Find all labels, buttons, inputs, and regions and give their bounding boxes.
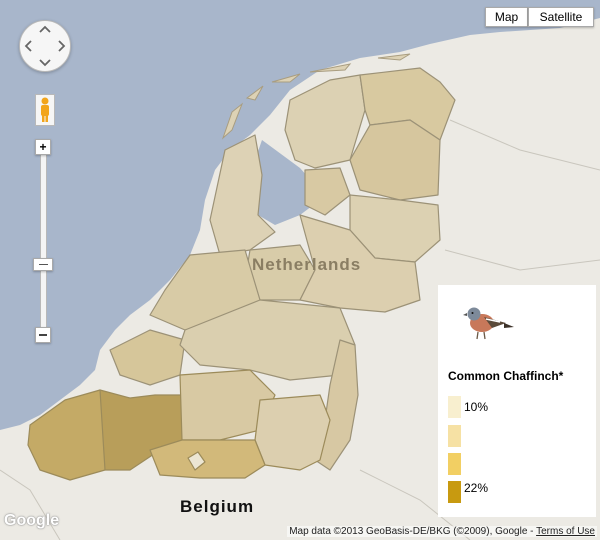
- legend-swatch-2: [448, 425, 461, 447]
- legend-swatch-3: [448, 453, 461, 475]
- legend-panel: Common Chaffinch* 10% 22%: [438, 285, 596, 517]
- map-attribution: Map data ©2013 GeoBasis-DE/BKG (©2009), …: [287, 526, 597, 537]
- zoom-in-button[interactable]: +: [35, 139, 51, 155]
- netherlands-label: Netherlands: [252, 255, 362, 274]
- zoom-track[interactable]: [40, 150, 47, 337]
- zoom-slider-handle[interactable]: [33, 258, 53, 271]
- attribution-text: Map data ©2013 GeoBasis-DE/BKG (©2009), …: [289, 526, 537, 537]
- legend-species-title: Common Chaffinch*: [448, 369, 564, 383]
- belgium-label: Belgium: [180, 497, 255, 516]
- pegman-icon: [41, 97, 49, 122]
- netherlands-provinces: [109, 67, 456, 471]
- north-sea: [0, 0, 600, 430]
- legend-label-max: 22%: [464, 481, 489, 495]
- region-limburg-be[interactable]: [254, 394, 331, 471]
- pan-control[interactable]: [19, 20, 71, 72]
- region-north-holland[interactable]: [209, 134, 276, 256]
- street-view-pegman[interactable]: [35, 94, 55, 126]
- legend-swatch-1: [448, 396, 461, 418]
- map-type-map-button[interactable]: Map: [485, 7, 528, 27]
- plus-icon: +: [39, 140, 47, 154]
- wadden-islands: [221, 53, 411, 140]
- region-drenthe[interactable]: [349, 119, 441, 201]
- slider-handle-icon: [38, 264, 48, 265]
- pan-arrows-icon: [24, 25, 66, 67]
- map-type-satellite-button[interactable]: Satellite: [528, 7, 594, 27]
- ijsselmeer: [255, 140, 320, 225]
- terms-of-use-link[interactable]: Terms of Use: [536, 526, 595, 537]
- chaffinch-bird-icon: [463, 307, 514, 340]
- region-north-brabant[interactable]: [179, 299, 356, 381]
- belgium-regions: [27, 369, 331, 481]
- google-logo: Google: [4, 512, 60, 529]
- region-flevoland[interactable]: [304, 167, 351, 216]
- legend-swatch-4: [448, 481, 461, 503]
- region-gelderland[interactable]: [299, 214, 421, 313]
- zoom-out-button[interactable]: [35, 327, 51, 343]
- region-brussels[interactable]: [187, 451, 206, 471]
- legend-label-min: 10%: [464, 400, 489, 414]
- region-brabant[interactable]: [149, 439, 266, 479]
- minus-icon: [39, 334, 47, 336]
